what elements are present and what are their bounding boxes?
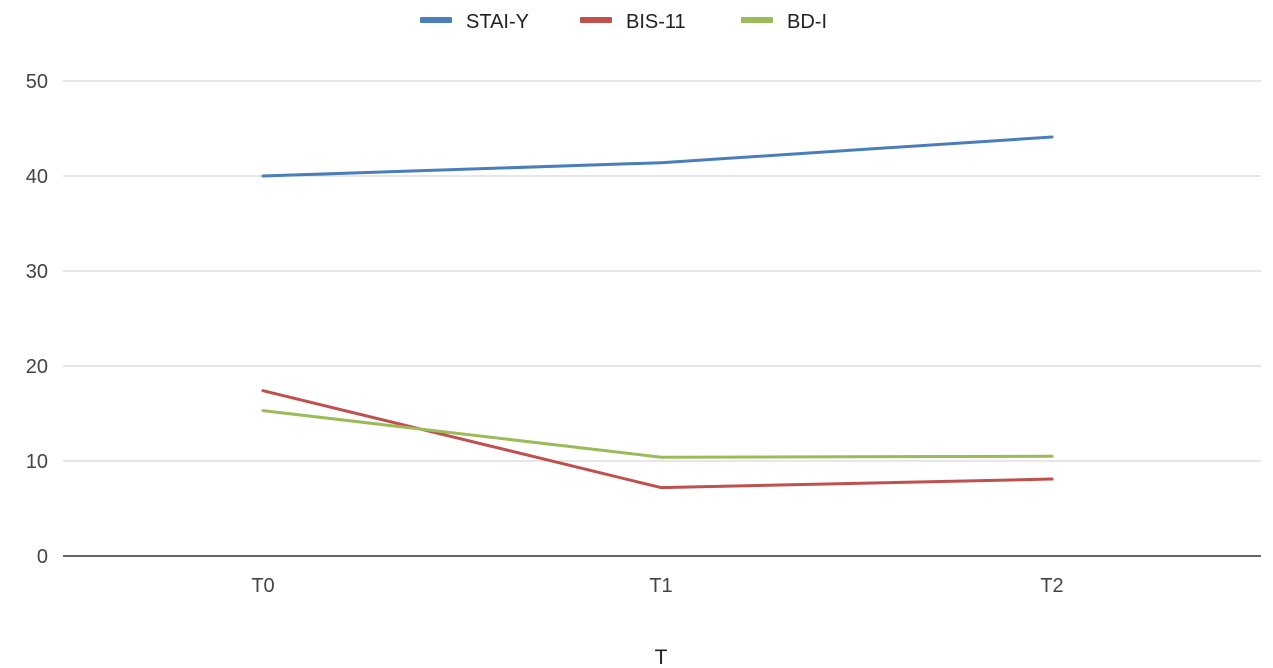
y-tick-label: 50 xyxy=(26,71,48,93)
series-lines xyxy=(261,135,1054,490)
legend-label-stai-y: STAI-Y xyxy=(466,11,529,33)
y-tick-label: 30 xyxy=(26,261,48,283)
series-line-bd-i xyxy=(261,409,1054,459)
legend-swatch-stai-y xyxy=(420,17,452,23)
x-tick-label: T1 xyxy=(649,575,672,597)
legend-label-bd-i: BD-I xyxy=(787,11,827,33)
legend: STAI-Y BIS-11 BD-I xyxy=(420,11,827,33)
x-axis-tick-labels: T0 T1 T2 xyxy=(251,575,1063,597)
y-axis-tick-labels: 0 10 20 30 40 50 xyxy=(26,71,48,568)
y-tick-label: 40 xyxy=(26,166,48,188)
series-line-stai-y xyxy=(261,135,1054,178)
y-tick-label: 10 xyxy=(26,451,48,473)
legend-swatch-bd-i xyxy=(741,17,773,23)
y-tick-label: 20 xyxy=(26,356,48,378)
legend-swatch-bis-11 xyxy=(580,17,612,23)
x-axis-title: T xyxy=(655,646,668,668)
x-tick-label: T0 xyxy=(251,575,274,597)
y-tick-label: 0 xyxy=(37,546,48,568)
gridlines xyxy=(63,80,1261,557)
legend-label-bis-11: BIS-11 xyxy=(626,11,686,33)
series-line-bis-11 xyxy=(261,389,1054,490)
x-tick-label: T2 xyxy=(1040,575,1063,597)
